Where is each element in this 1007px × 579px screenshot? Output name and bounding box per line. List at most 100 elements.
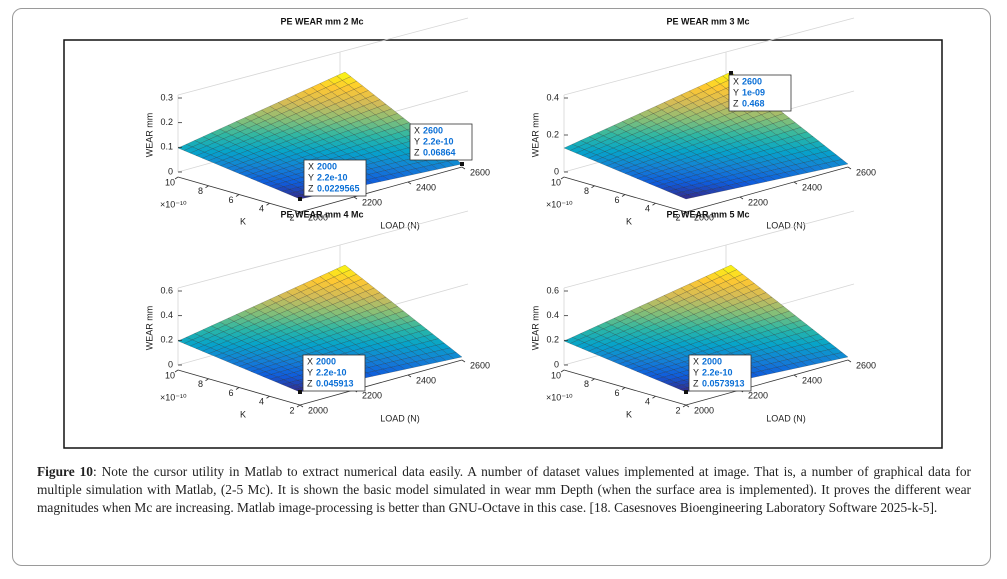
surface [563,264,849,393]
datatip-value: 0.0573913 [702,378,745,388]
datatip-key: X [733,76,739,86]
k-tick [266,395,270,399]
load-tick [847,166,852,170]
k-axis-label: K [240,216,246,226]
datatip-value: 2000 [316,356,336,366]
load-tick [461,166,466,170]
figure: PE WEAR mm 2 Mc 0 0.1 0.2 0.3 WEAR mm 10 8 6 4 2 ×1… [63,16,943,449]
load-axis-label: LOAD (N) [766,413,806,423]
k-tick-label: 2 [289,405,294,415]
z-tick-label: 0.2 [546,129,559,139]
datatip-key: Y [733,87,739,97]
load-tick-label: 2000 [694,405,714,415]
z-tick-label: 0.2 [160,335,173,345]
k-tick-label: 10 [551,177,561,187]
k-tick-label: 2 [675,405,680,415]
k-tick-label: 2 [675,212,680,222]
load-tick-label: 2000 [694,212,714,222]
k-tick [621,387,626,390]
k-tick [652,395,656,399]
panel-title: PE WEAR mm 3 Mc [666,16,749,26]
k-tick [266,202,270,206]
z-tick-label: 0.3 [160,92,173,102]
k-tick [591,185,595,189]
datatip-marker [684,390,688,394]
k-tick-label: 8 [584,379,589,389]
k-scale: ×10⁻¹⁰ [160,199,187,209]
k-tick [560,176,565,180]
k-tick-label: 4 [645,397,650,407]
k-tick-label: 8 [198,379,203,389]
load-tick-label: 2200 [362,197,382,207]
caption-text: : Note the cursor utility in Matlab to e… [37,464,971,515]
panel-title: PE WEAR mm 5 Mc [666,209,749,219]
k-tick [652,202,656,206]
surface-cell [833,352,849,359]
surface-plot: PE WEAR mm 5 Mc 0 0.2 0.4 0.6 WEAR mm 10 8 6 4 2 ×1… [530,209,876,423]
load-tick-label: 2000 [308,405,328,415]
k-tick [235,194,240,197]
load-tick-label: 2600 [470,167,490,177]
k-axis-label: K [626,216,632,226]
k-tick-label: 4 [645,204,650,214]
load-tick [847,359,852,363]
load-axis-label: LOAD (N) [766,220,806,230]
load-tick-label: 2200 [748,390,768,400]
panel-title: PE WEAR mm 2 Mc [280,16,363,26]
k-scale: ×10⁻¹⁰ [160,392,187,402]
load-tick-label: 2200 [362,390,382,400]
load-tick [793,374,798,378]
datatip-value: 0.468 [742,98,765,108]
datatip-key: X [308,161,314,171]
load-tick-label: 2400 [416,375,436,385]
load-axis [685,166,849,213]
datatip-key: Z [308,183,314,193]
axis-wall [177,51,341,96]
z-tick-label: 0.4 [546,310,559,320]
k-tick-label: 4 [259,397,264,407]
load-tick [407,181,412,185]
axis-wall [725,17,855,53]
load-tick [299,211,304,215]
k-tick-label: 10 [551,370,561,380]
k-axis-label: K [626,409,632,419]
datatip-box [409,123,473,161]
k-tick [560,369,565,373]
k-tick [296,404,301,408]
axis-wall [725,210,855,246]
datatip-key: Y [308,172,314,182]
k-tick [235,387,240,390]
datatip-box [302,354,366,392]
k-tick [591,378,595,382]
load-tick-label: 2600 [856,360,876,370]
datatip-value: 2.2e-10 [702,367,733,377]
surface [563,71,849,200]
load-tick [739,196,744,200]
z-tick-label: 0 [168,166,173,176]
k-tick [296,211,301,215]
datatip-value: 2600 [742,76,762,86]
z-tick-label: 0 [168,359,173,369]
k-tick-label: 8 [198,186,203,196]
surface-plot: PE WEAR mm 4 Mc 0 0.2 0.4 0.6 WEAR mm 10 8 6 4 2 ×1… [144,209,490,423]
load-tick [793,181,798,185]
axis-wall [339,17,469,53]
load-tick [461,359,466,363]
axis-wall [563,51,727,96]
z-tick-label: 0.2 [160,117,173,127]
z-axis-label: WEAR mm [144,306,154,351]
load-tick [407,374,412,378]
z-tick-label: 0.6 [160,285,173,295]
datatip-key: Z [307,378,313,388]
k-tick-label: 2 [289,212,294,222]
load-axis-label: LOAD (N) [380,413,420,423]
load-tick [685,211,690,215]
datatip-key: Y [307,367,313,377]
datatip-marker [460,162,464,166]
k-tick-label: 8 [584,186,589,196]
k-tick-label: 10 [165,370,175,380]
k-tick-label: 6 [614,195,619,205]
surface-plot: PE WEAR mm 2 Mc 0 0.1 0.2 0.3 WEAR mm 10 8 6 4 2 ×1… [144,16,490,230]
datatip-key: Z [414,147,420,157]
